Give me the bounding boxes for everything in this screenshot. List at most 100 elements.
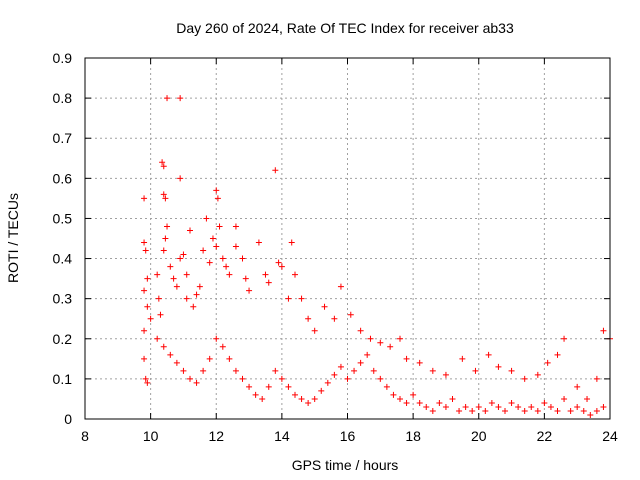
data-point [416,359,423,366]
data-point [187,227,193,234]
data-point [154,271,161,278]
data-point [193,291,200,298]
data-point [337,363,344,370]
data-point [167,351,174,358]
data-point [403,399,410,406]
y-tick-label: 0.6 [53,170,73,186]
data-point [232,243,239,250]
data-point [232,223,239,230]
data-point [403,355,410,362]
data-point [587,411,594,418]
data-point [246,383,253,390]
data-point [242,275,249,282]
data-point [219,343,226,350]
data-point [272,367,279,374]
y-tick-labels: 0 0.1 0.2 0.3 0.4 0.5 0.6 0.7 0.8 0.9 [53,50,73,427]
data-point [367,335,374,342]
data-point [521,407,528,414]
data-point [364,351,371,358]
data-point [347,311,354,318]
data-point [246,287,253,294]
x-tick-label: 18 [405,428,421,444]
data-point [574,403,581,410]
y-tick-label: 0.9 [53,50,73,66]
data-point [502,407,508,414]
data-point [278,375,285,382]
data-point [187,375,193,382]
data-point [429,407,436,414]
data-point [534,371,541,378]
data-point [160,247,167,254]
data-point [410,391,417,398]
data-point [534,407,541,414]
y-tick-label: 0.7 [53,130,73,146]
data-point [337,283,344,290]
data-point [475,403,482,410]
data-point [429,367,436,374]
data-point [357,327,364,334]
data-point [219,255,226,262]
data-point [488,399,495,406]
data-point [265,279,272,286]
data-point [160,191,167,198]
data-point [397,395,403,402]
data-point [142,247,149,254]
data-point [183,295,190,302]
x-tick-label: 8 [81,428,89,444]
data-point [213,335,220,342]
data-point [397,335,403,342]
data-point [436,399,443,406]
data-point [162,195,169,202]
data-point [170,275,177,282]
data-point [331,315,338,322]
data-point [144,303,151,310]
data-point [160,343,167,350]
data-point [255,239,262,246]
data-point [164,95,171,102]
data-point [377,375,384,382]
data-point [292,391,298,398]
data-point [515,403,522,410]
data-point [580,407,587,414]
data-point [482,407,489,414]
data-point [262,271,269,278]
data-point [190,303,197,310]
data-point [508,399,515,406]
data-point [285,295,292,302]
chart-title: Day 260 of 2024, Rate Of TEC Index for r… [176,20,514,36]
data-point [567,407,574,414]
data-point [180,251,187,258]
data-point [213,243,220,250]
data-point [462,403,469,410]
data-point [177,255,184,262]
data-point [593,375,600,382]
data-point [160,163,167,170]
data-point [157,311,164,318]
data-point [528,403,535,410]
data-point [173,359,180,366]
axis-ticks [84,57,611,420]
data-point [141,239,148,246]
data-point [206,355,213,362]
x-tick-label: 24 [602,428,618,444]
data-point [232,367,239,374]
data-point [416,399,423,406]
data-point [305,315,312,322]
data-point [554,351,561,358]
data-point [147,315,154,322]
x-tick-label: 16 [340,428,356,444]
data-point [200,247,207,254]
data-point [226,271,233,278]
y-axis-label: ROTI / TECUs [5,193,21,283]
data-point [183,271,190,278]
data-point [472,367,479,374]
data-point [154,335,161,342]
data-marks [141,95,613,418]
x-tick-label: 14 [274,428,290,444]
data-point [155,295,162,302]
data-point [288,239,295,246]
x-tick-labels: 8 10 12 14 16 18 20 22 24 [81,428,618,444]
data-point [561,335,568,342]
y-tick-label: 0.5 [53,210,73,226]
x-tick-label: 10 [143,428,159,444]
